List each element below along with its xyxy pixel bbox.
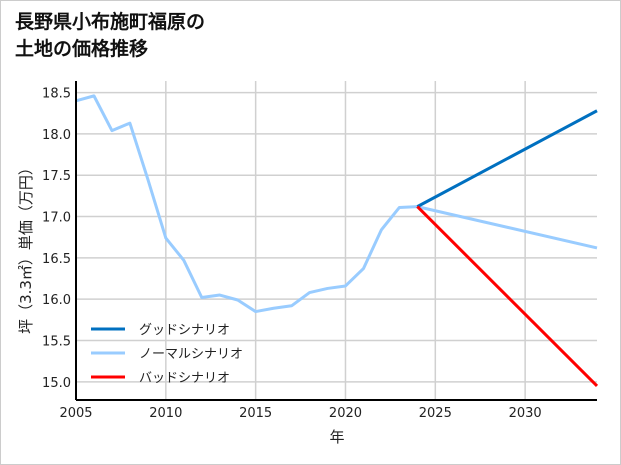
series-line-1 <box>75 94 598 314</box>
title-line-2: 土地の価格推移 <box>15 38 149 60</box>
y-tick-label: 17.0 <box>42 211 71 226</box>
y-tick-label: 17.5 <box>42 169 71 184</box>
legend-label: グッドシナリオ <box>139 323 230 338</box>
x-tick-label: 2010 <box>149 406 182 421</box>
series-line-0 <box>416 109 598 208</box>
x-tick-label: 2005 <box>59 406 92 421</box>
y-axis-label: 坪（3.3㎡）単価（万円） <box>17 160 35 334</box>
y-tick-label: 16.0 <box>42 293 71 308</box>
y-tick-label: 16.5 <box>42 252 71 267</box>
x-tick-label: 2015 <box>239 406 272 421</box>
y-tick-label: 18.5 <box>42 87 71 102</box>
x-axis-label: 年 <box>329 428 344 446</box>
legend-label: バッドシナリオ <box>139 371 230 386</box>
y-tick-label: 15.0 <box>42 376 71 391</box>
x-tick-label: 2020 <box>329 406 362 421</box>
chart-title: 長野県小布施町福原の 土地の価格推移 <box>15 9 205 63</box>
legend-label: ノーマルシナリオ <box>139 347 243 362</box>
y-tick-label: 15.5 <box>42 334 71 349</box>
x-tick-label: 2030 <box>509 406 542 421</box>
x-tick-label: 2025 <box>419 406 452 421</box>
y-tick-label: 18.0 <box>42 128 71 143</box>
series-line-2 <box>416 205 599 388</box>
title-line-1: 長野県小布施町福原の <box>15 11 206 33</box>
